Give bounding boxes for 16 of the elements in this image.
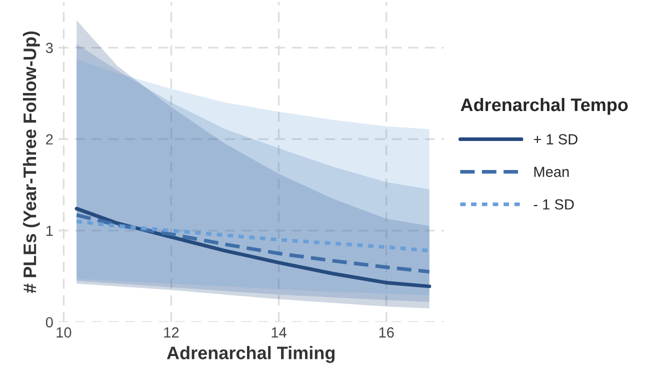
line-series	[74, 206, 432, 288]
legend-label: + 1 SD	[534, 134, 578, 144]
x-tick-label: 14	[272, 327, 286, 338]
y-tick-label: 2	[46, 134, 53, 144]
y-tick-label: 1	[46, 226, 53, 236]
legend-title: Adrenarchal Tempo	[460, 98, 628, 115]
y-tick-label: 0	[46, 317, 53, 328]
x-axis-title: Adrenarchal Timing	[166, 346, 335, 363]
y-axis-title: # PLEs (Year-Three Follow-Up)	[22, 31, 40, 294]
x-tick-label: 10	[56, 327, 72, 338]
x-tick-label: 16	[379, 327, 394, 338]
legend-label: Mean	[534, 166, 569, 178]
line-series	[74, 213, 432, 274]
y-tick-label: 3	[46, 42, 53, 54]
legend-label: - 1 SD	[534, 199, 574, 210]
x-tick-label: 12	[164, 327, 179, 338]
